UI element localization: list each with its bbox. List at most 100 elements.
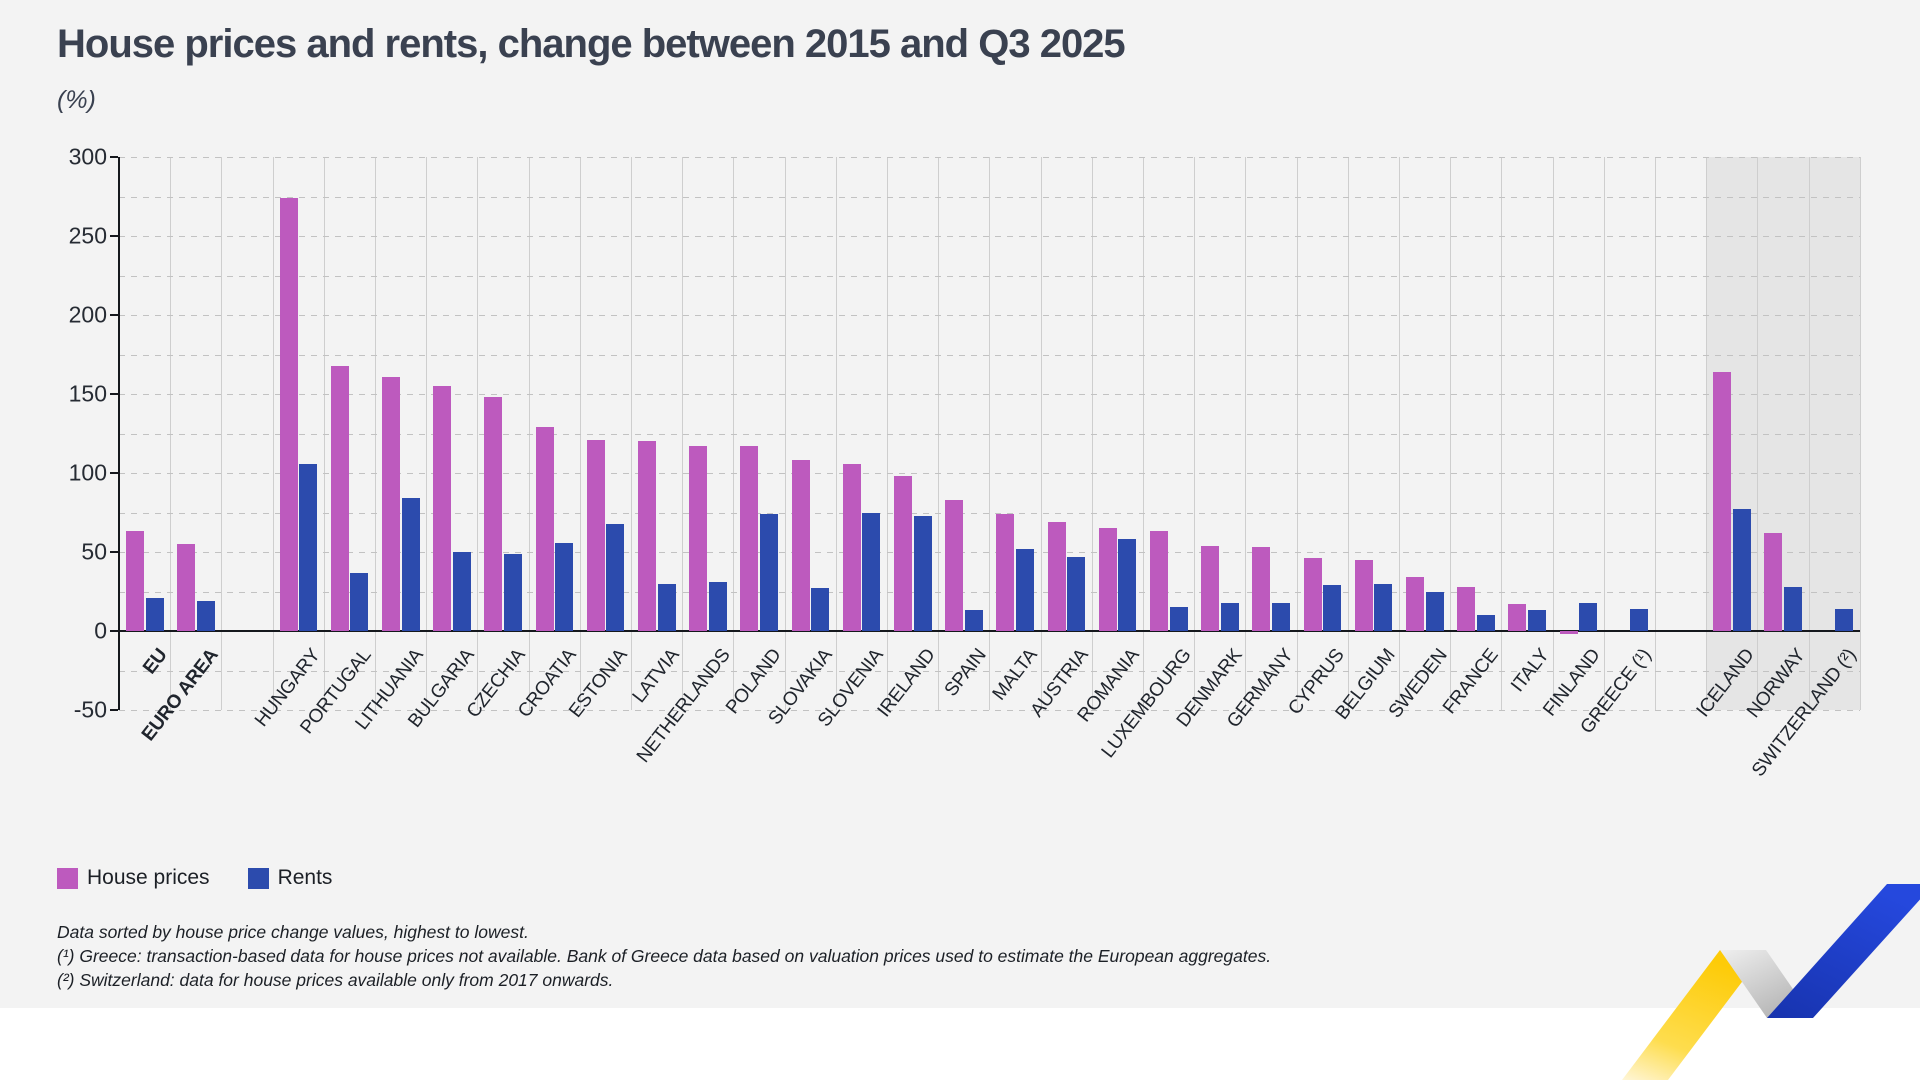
- y-tick-label-300: 300: [68, 143, 107, 170]
- bar-house-prices-ICELAND: [1713, 371, 1732, 631]
- unit-subtitle: (%): [57, 86, 96, 114]
- bar-rents-AUSTRIA: [1067, 556, 1086, 631]
- y-tick-mark: [110, 156, 118, 158]
- bar-rents-CZECHIA: [503, 553, 522, 631]
- footnote-greece: (¹) Greece: transaction-based data for h…: [57, 946, 1272, 966]
- bar-rents-LITHUANIA: [401, 498, 420, 631]
- gridline--50: [119, 710, 1860, 711]
- bar-house-prices-BULGARIA: [433, 386, 452, 631]
- bar-rents-EURO AREA: [196, 600, 215, 631]
- y-tick-label-200: 200: [68, 301, 107, 328]
- bar-house-prices-PORTUGAL: [330, 365, 349, 631]
- bar-house-prices-CROATIA: [535, 427, 554, 631]
- bar-rents-GERMANY: [1271, 602, 1290, 631]
- bar-house-prices-ITALY: [1508, 604, 1527, 631]
- category-separator-line: [1859, 157, 1861, 710]
- bar-house-prices-NORWAY: [1764, 533, 1783, 631]
- legend-rents-label: Rents: [277, 866, 333, 889]
- bar-house-prices-ESTONIA: [586, 439, 605, 631]
- bar-house-prices-ROMANIA: [1098, 528, 1117, 631]
- y-tick-label-100: 100: [68, 459, 107, 486]
- footnotes: Data sorted by house price change values…: [57, 920, 1271, 992]
- y-tick-label-250: 250: [68, 222, 107, 249]
- bar-house-prices-CZECHIA: [484, 397, 503, 631]
- bar-house-prices-SWEDEN: [1406, 577, 1424, 631]
- bar-rents-SLOVENIA: [862, 512, 881, 631]
- bar-rents-LATVIA: [657, 583, 676, 631]
- bar-rents-HUNGARY: [299, 463, 318, 631]
- bar-rents-SWITZERLAND (²): [1835, 608, 1854, 631]
- y-tick-mark: [110, 235, 118, 237]
- bar-rents-IRELAND: [913, 515, 932, 631]
- bar-house-prices-IRELAND: [894, 476, 912, 631]
- trend-ribbon-graphic: [1622, 884, 1920, 1080]
- x-axis-zero-line: [119, 630, 1860, 632]
- bar-house-prices-LUXEMBOURG: [1150, 531, 1168, 631]
- gridline-50: [119, 552, 1860, 553]
- gridline-275: [119, 196, 1860, 198]
- gridline-250: [119, 236, 1860, 237]
- legend-item-house-prices: House prices: [57, 866, 210, 890]
- bar-rents-ICELAND: [1732, 509, 1751, 631]
- y-tick-mark: [110, 551, 118, 553]
- bar-house-prices-CYPRUS: [1303, 558, 1322, 631]
- y-axis-line: [118, 157, 120, 710]
- house-prices-swatch: [57, 867, 78, 889]
- gridline-200: [119, 315, 1860, 316]
- bar-rents-GREECE (¹): [1630, 608, 1649, 631]
- ribbon-yellow-segment: [1622, 950, 1766, 1080]
- y-tick-mark: [110, 630, 118, 632]
- bar-rents-CROATIA: [555, 542, 574, 631]
- bar-house-prices-SPAIN: [945, 499, 964, 631]
- gridline-100: [119, 473, 1860, 474]
- bar-rents-NORWAY: [1783, 586, 1802, 631]
- bar-house-prices-GERMANY: [1252, 547, 1271, 631]
- bar-house-prices-BELGIUM: [1354, 559, 1373, 631]
- bar-rents-NETHERLANDS: [708, 582, 727, 631]
- gridline-300: [119, 157, 1860, 158]
- x-label-EU: EU: [138, 645, 172, 679]
- y-tick-label-0: 0: [94, 617, 107, 644]
- legend-item-rents: Rents: [247, 866, 333, 890]
- gridline-175: [119, 354, 1860, 356]
- bar-house-prices-EURO AREA: [177, 544, 196, 631]
- gridline-75: [119, 512, 1860, 514]
- bar-rents-FINLAND: [1579, 602, 1598, 631]
- bar-house-prices-LITHUANIA: [382, 376, 400, 631]
- bar-rents-ESTONIA: [606, 523, 625, 631]
- bar-house-prices-EU: [126, 531, 144, 631]
- bar-house-prices-NETHERLANDS: [689, 446, 708, 631]
- bar-rents-BULGARIA: [452, 552, 471, 631]
- y-tick-mark: [110, 709, 118, 711]
- gridline-225: [119, 275, 1860, 277]
- bar-rents-SPAIN: [964, 610, 983, 631]
- gridline--25: [119, 670, 1860, 672]
- bar-house-prices-MALTA: [996, 514, 1015, 631]
- gridline-25: [119, 591, 1860, 593]
- bar-house-prices-LATVIA: [638, 441, 656, 631]
- bar-rents-EU: [145, 597, 164, 631]
- chart-legend: House prices Rents: [57, 866, 370, 890]
- legend-house-label: House prices: [87, 866, 210, 889]
- y-tick-label-50: 50: [81, 538, 107, 565]
- bar-rents-BELGIUM: [1374, 583, 1393, 631]
- y-tick-label-150: 150: [68, 380, 107, 407]
- bar-house-prices-SLOVENIA: [842, 463, 861, 631]
- ribbon-blue-segment: [1767, 884, 1920, 1018]
- footnote-sorting: Data sorted by house price change values…: [57, 922, 529, 942]
- bar-rents-FRANCE: [1476, 615, 1495, 631]
- bar-house-prices-DENMARK: [1201, 545, 1220, 631]
- bar-rents-ROMANIA: [1118, 539, 1137, 631]
- gridline-125: [119, 433, 1860, 435]
- bar-rents-SWEDEN: [1425, 591, 1444, 631]
- bar-house-prices-FINLAND: [1559, 631, 1578, 635]
- footnote-switzerland: (²) Switzerland: data for house prices a…: [57, 970, 614, 990]
- bar-rents-PORTUGAL: [350, 572, 369, 631]
- y-tick-label--50: -50: [73, 696, 107, 723]
- bar-house-prices-HUNGARY: [279, 198, 298, 631]
- page-title: House prices and rents, change between 2…: [57, 22, 1126, 66]
- bar-house-prices-POLAND: [740, 446, 759, 631]
- bar-rents-ITALY: [1527, 610, 1546, 631]
- bar-rents-POLAND: [759, 514, 778, 631]
- bar-rents-DENMARK: [1220, 602, 1239, 631]
